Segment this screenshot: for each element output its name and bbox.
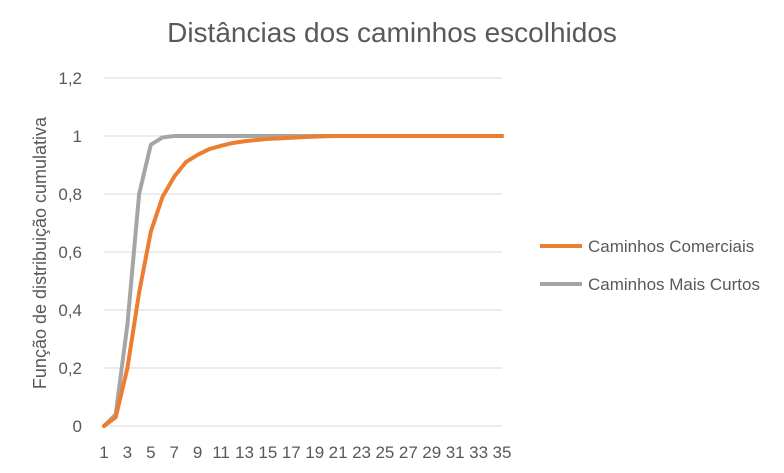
x-tick-label: 25 [375,443,394,462]
x-tick-label: 35 [493,443,512,462]
x-tick-label: 1 [99,443,108,462]
x-tick-label: 29 [422,443,441,462]
legend: Caminhos Comerciais Caminhos Mais Curtos [540,237,760,294]
x-tick-label: 7 [170,443,179,462]
legend-label: Caminhos Mais Curtos [588,275,760,294]
y-tick-label: 0,6 [58,243,82,262]
series-line-2 [102,134,504,428]
gridlines [104,77,502,427]
x-tick-label: 9 [193,443,202,462]
y-axis-label: Função de distribuição cumulativa [30,116,50,389]
y-tick-label: 0,2 [58,359,82,378]
x-tick-label: 31 [446,443,465,462]
x-tick-label: 11 [212,443,230,462]
x-tick-label: 23 [352,443,371,462]
x-tick-label: 17 [282,443,301,462]
x-tick-label: 19 [305,443,324,462]
y-axis-ticks: 0 0,2 0,4 0,6 0,8 1 1,2 [58,69,82,436]
y-tick-label: 1,2 [58,69,82,88]
chart-title: Distâncias dos caminhos escolhidos [167,17,617,48]
x-tick-label: 27 [399,443,418,462]
y-tick-label: 0,8 [58,185,82,204]
x-tick-label: 15 [258,443,277,462]
x-tick-label: 3 [123,443,132,462]
x-tick-label: 21 [329,443,348,462]
series-line-1 [102,134,504,428]
x-tick-label: 13 [235,443,254,462]
y-tick-label: 1 [73,127,82,146]
x-axis-ticks: 1 3 5 7 9 11 13 15 17 19 21 23 25 27 29 31 33 35 [99,443,511,462]
y-tick-label: 0 [73,417,82,436]
x-tick-label: 33 [469,443,488,462]
x-tick-label: 5 [146,443,155,462]
series-lines [102,134,504,428]
legend-label: Caminhos Comerciais [588,237,754,256]
y-tick-label: 0,4 [58,301,82,320]
